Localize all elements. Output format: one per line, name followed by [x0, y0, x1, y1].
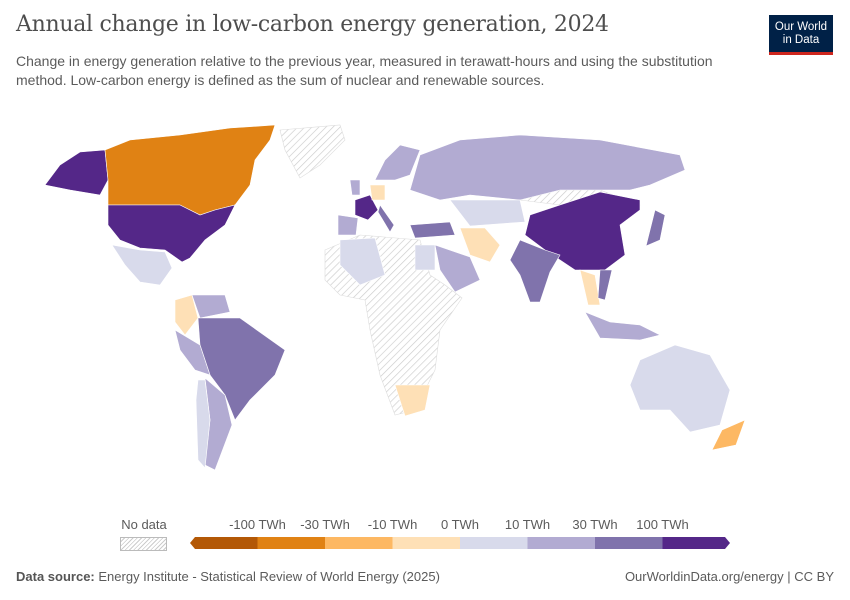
country-algeria[interactable]: [339, 237, 386, 286]
country-alaska[interactable]: [44, 149, 109, 196]
country-united-states[interactable]: [107, 204, 236, 263]
country-iran[interactable]: [459, 227, 501, 263]
country-chile[interactable]: [195, 379, 211, 469]
country-indonesia[interactable]: [584, 311, 661, 341]
country-saudi-arabia[interactable]: [434, 244, 481, 293]
legend-tick-label: 30 TWh: [572, 517, 618, 532]
legend-bin-0[interactable]: [190, 537, 258, 549]
legend-tick-label: -30 TWh: [300, 517, 350, 532]
country-egypt[interactable]: [414, 244, 436, 271]
country-france[interactable]: [354, 194, 379, 221]
country-italy[interactable]: [377, 204, 395, 233]
country-thailand[interactable]: [579, 269, 601, 306]
legend-bin-6[interactable]: [595, 537, 663, 549]
country-china[interactable]: [524, 191, 641, 271]
country-venezuela[interactable]: [191, 294, 231, 319]
legend-tick-label: 10 TWh: [504, 517, 551, 532]
country-spain[interactable]: [337, 214, 359, 236]
country-peru[interactable]: [174, 329, 211, 376]
legend-bin-1[interactable]: [257, 537, 326, 549]
world-map[interactable]: [0, 115, 850, 505]
owid-logo[interactable]: Our World in Data: [769, 15, 833, 55]
legend-tick-label: 0 TWh: [440, 517, 480, 532]
country-south-africa[interactable]: [394, 384, 431, 417]
chart-title: Annual change in low-carbon energy gener…: [16, 12, 609, 37]
footer-link[interactable]: OurWorldinData.org/energy | CC BY: [624, 569, 834, 584]
country-kazakhstan[interactable]: [449, 199, 526, 227]
legend-no-data-label: No data: [121, 517, 167, 532]
country-united-kingdom[interactable]: [349, 179, 361, 196]
legend-color-bar: [190, 537, 731, 549]
country-vietnam[interactable]: [597, 269, 613, 301]
legend-bin-4[interactable]: [460, 537, 528, 549]
country-colombia[interactable]: [174, 294, 199, 336]
country-russia[interactable]: [409, 134, 686, 201]
legend-tick-label: -100 TWh: [229, 517, 286, 532]
country-india[interactable]: [509, 239, 561, 303]
footer-source: Data source: Energy Institute - Statisti…: [16, 569, 440, 584]
chart-subtitle: Change in energy generation relative to …: [16, 53, 713, 88]
legend: No data -100 TWh -30 TWh -10 TWh 0 TWh 10 TW…: [0, 510, 850, 560]
country-nordics[interactable]: [374, 144, 421, 181]
country-canada[interactable]: [104, 124, 276, 216]
country-turkey[interactable]: [409, 221, 456, 239]
country-greenland[interactable]: [279, 124, 346, 179]
legend-bin-7[interactable]: [662, 537, 731, 549]
legend-tick-label: -10 TWh: [367, 517, 418, 532]
legend-tick-label: 100 TWh: [636, 517, 689, 532]
country-japan[interactable]: [645, 209, 666, 247]
country-mexico[interactable]: [111, 244, 173, 286]
legend-bin-3[interactable]: [392, 537, 461, 549]
country-new-zealand[interactable]: [711, 419, 746, 451]
legend-no-data-swatch: [120, 537, 167, 551]
country-australia[interactable]: [629, 344, 731, 433]
legend-bin-2[interactable]: [325, 537, 393, 549]
country-germany[interactable]: [369, 184, 386, 201]
legend-bin-5[interactable]: [527, 537, 596, 549]
